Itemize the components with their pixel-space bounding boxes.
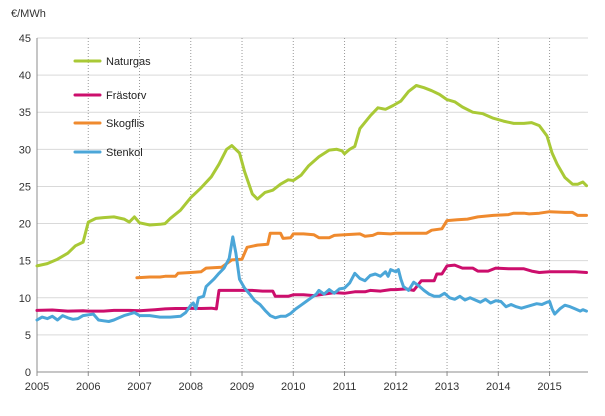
y-tick-label: 30 (19, 144, 31, 156)
legend-label-skogflis: Skogflis (106, 118, 145, 130)
series-line-skogflis (135, 210, 588, 280)
y-tick-label: 35 (19, 107, 31, 119)
x-tick-label: 2010 (281, 381, 305, 393)
axes (36, 38, 588, 376)
y-tick-label: 20 (19, 219, 31, 231)
y-tick-label: 10 (19, 293, 31, 305)
y-tick-label: 45 (19, 33, 31, 45)
x-tick-label: 2014 (486, 381, 510, 393)
series-line-naturgas (35, 84, 588, 268)
legend-label-stenkol: Stenkol (106, 147, 143, 159)
legend-label-fr-storv: Frästorv (106, 90, 147, 102)
gridlines (37, 37, 588, 372)
y-tick-label: 0 (25, 367, 31, 379)
legend-label-naturgas: Naturgas (106, 56, 151, 68)
y-tick-label: 40 (19, 70, 31, 82)
y-tick-labels: 0 5 10 15 20 25 30 35 40 45 (19, 33, 31, 379)
x-tick-label: 2009 (230, 381, 254, 393)
x-tick-label: 2008 (179, 381, 203, 393)
series-line-stenkol (35, 235, 588, 323)
y-tick-label: 5 (25, 330, 31, 342)
y-tick-label: 25 (19, 181, 31, 193)
legend: Naturgas Frästorv Skogflis Stenkol (73, 56, 151, 159)
x-tick-label: 2007 (127, 381, 151, 393)
x-tick-label: 2012 (384, 381, 408, 393)
x-tick-label: 2011 (333, 381, 357, 393)
x-tick-labels: 2005 2006 2007 2008 2009 2010 2011 2012 2013 2014… (25, 381, 562, 393)
y-axis-unit-label: €/MWh (11, 8, 46, 20)
x-tick-label: 2015 (537, 381, 561, 393)
series-lines (35, 84, 588, 323)
y-tick-label: 15 (19, 256, 31, 268)
x-tick-label: 2005 (25, 381, 49, 393)
x-tick-label: 2013 (435, 381, 459, 393)
x-tick-label: 2006 (76, 381, 100, 393)
